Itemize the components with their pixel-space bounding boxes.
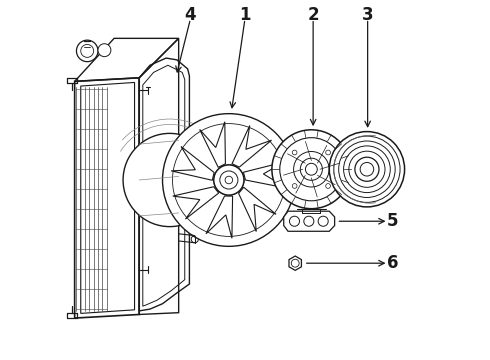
Polygon shape [173, 187, 219, 219]
Text: 5: 5 [387, 212, 398, 230]
Polygon shape [239, 187, 276, 231]
Circle shape [163, 114, 295, 246]
Text: 3: 3 [362, 6, 373, 24]
Circle shape [76, 40, 98, 62]
Circle shape [292, 184, 297, 188]
Text: 4: 4 [185, 6, 196, 24]
Circle shape [98, 44, 111, 57]
Circle shape [326, 184, 330, 188]
Text: 2: 2 [307, 6, 319, 24]
Circle shape [280, 138, 343, 201]
Circle shape [360, 162, 374, 176]
Polygon shape [232, 126, 271, 167]
Circle shape [343, 146, 390, 193]
Circle shape [214, 165, 244, 195]
Circle shape [304, 216, 314, 226]
Polygon shape [244, 162, 287, 188]
Circle shape [305, 163, 317, 175]
Polygon shape [289, 256, 301, 270]
Circle shape [355, 157, 379, 181]
Circle shape [214, 165, 244, 195]
Circle shape [290, 216, 299, 226]
Circle shape [292, 150, 297, 155]
Circle shape [329, 132, 405, 207]
Circle shape [326, 150, 330, 155]
Polygon shape [199, 122, 225, 167]
Circle shape [123, 134, 216, 226]
Circle shape [272, 130, 351, 209]
Text: 1: 1 [239, 6, 251, 24]
Circle shape [318, 216, 328, 226]
Polygon shape [284, 211, 335, 231]
Circle shape [300, 158, 322, 180]
Circle shape [339, 141, 395, 198]
Polygon shape [206, 196, 233, 238]
Circle shape [334, 136, 400, 202]
Circle shape [349, 151, 385, 187]
Text: 6: 6 [387, 254, 398, 272]
Polygon shape [171, 147, 214, 180]
Circle shape [294, 152, 329, 187]
